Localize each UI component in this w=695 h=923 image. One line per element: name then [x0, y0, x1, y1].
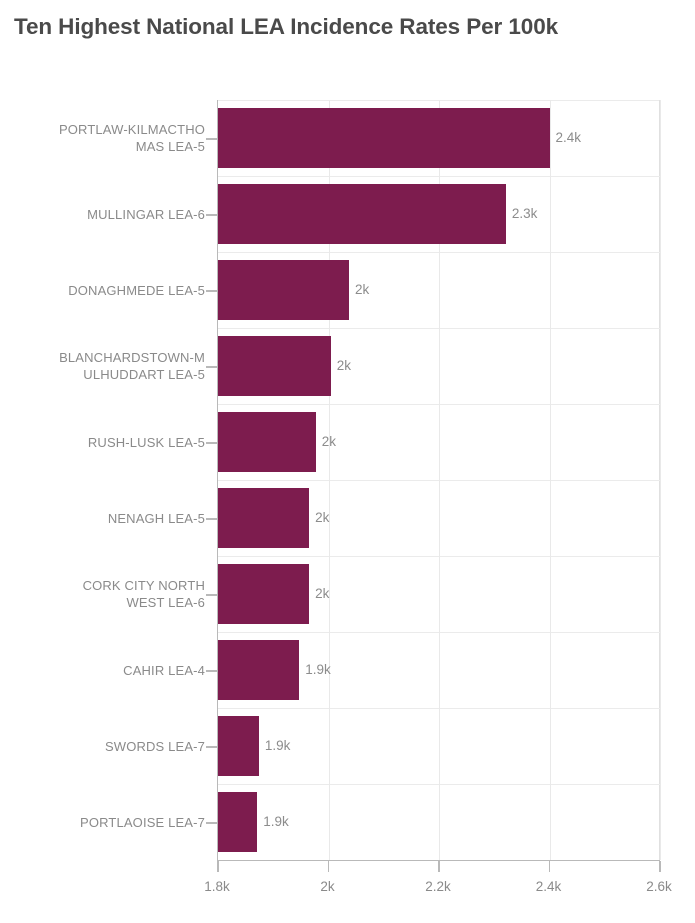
- x-axis-tick-label: 2k: [320, 879, 335, 894]
- x-axis-tick-mark: [548, 861, 550, 872]
- gridline-vertical: [439, 100, 440, 860]
- bar[interactable]: [218, 260, 349, 320]
- bar[interactable]: [218, 488, 310, 548]
- category-label: CORK CITY NORTH WEST LEA-6: [5, 577, 205, 611]
- bar[interactable]: [218, 640, 300, 700]
- category-label: DONAGHMEDE LEA-5: [5, 282, 205, 299]
- bar[interactable]: [218, 564, 310, 624]
- x-axis-tick-mark: [217, 861, 219, 872]
- y-axis-labels: PORTLAW-KILMACTHO MAS LEA-5 MULLINGAR LEA-…: [0, 100, 205, 860]
- category-label: BLANCHARDSTOWN-M ULHUDDART LEA-5: [5, 349, 205, 383]
- category-label: SWORDS LEA-7: [5, 738, 205, 755]
- y-axis-tick-mark: [206, 594, 217, 596]
- category-label-line: MULLINGAR LEA-6: [87, 206, 205, 222]
- bar-value-label: 2k: [354, 282, 370, 297]
- bar[interactable]: [218, 792, 258, 852]
- y-axis-tick-mark: [206, 138, 217, 140]
- y-axis-tick-mark: [206, 746, 217, 748]
- category-label-line: CORK CITY NORTH: [82, 578, 205, 593]
- category-label-line: PORTLAOISE LEA-7: [80, 814, 205, 830]
- x-axis-tick-label: 2.2k: [425, 879, 451, 894]
- y-axis-tick-mark: [206, 822, 217, 824]
- plot-area: 2.4k 2.3k 2k 2k 2k 2k 2k 1.9k 1.9k 1.9k: [217, 100, 661, 861]
- category-label-line: SWORDS LEA-7: [104, 738, 205, 754]
- category-label-line: PORTLAW-KILMACTHO: [58, 122, 205, 137]
- x-axis-tick-mark: [438, 861, 440, 872]
- gridline-vertical: [328, 100, 330, 860]
- x-axis-tick-label: 2.4k: [535, 879, 562, 894]
- category-label-line: BLANCHARDSTOWN-M: [59, 350, 205, 365]
- y-axis-ticks: [0, 100, 220, 860]
- category-label-line: DONAGHMEDE LEA-5: [68, 282, 205, 298]
- chart-title: Ten Highest National LEA Incidence Rates…: [14, 14, 559, 39]
- bar-value-label: 1.9k: [264, 738, 291, 753]
- category-label: NENAGH LEA-5: [5, 510, 205, 527]
- bar-value-label: 2k: [315, 586, 330, 601]
- bar[interactable]: [218, 716, 259, 776]
- y-axis-tick-mark: [206, 670, 217, 672]
- category-label: CAHIR LEA-4: [5, 662, 205, 679]
- bar[interactable]: [218, 336, 331, 396]
- y-axis-tick-mark: [206, 518, 217, 520]
- y-axis-tick-mark: [206, 290, 217, 292]
- y-axis-tick-mark: [206, 442, 217, 444]
- category-label-line: WEST LEA-6: [126, 595, 205, 610]
- bar-value-label: 2.4k: [555, 130, 582, 145]
- bar-value-label: 2k: [336, 358, 351, 373]
- gridline-vertical: [660, 100, 661, 860]
- bar-value-label: 2k: [321, 434, 337, 449]
- y-axis-tick-mark: [206, 366, 217, 368]
- category-label: MULLINGAR LEA-6: [5, 206, 205, 223]
- bar-value-label: 1.9k: [263, 814, 289, 829]
- category-label-line: RUSH-LUSK LEA-5: [87, 434, 205, 450]
- category-label-line: CAHIR LEA-4: [123, 662, 205, 678]
- category-label-line: MAS LEA-5: [135, 139, 205, 154]
- category-label: RUSH-LUSK LEA-5: [5, 434, 205, 451]
- category-label-line: ULHUDDART LEA-5: [83, 367, 205, 382]
- category-label: PORTLAOISE LEA-7: [5, 814, 205, 831]
- y-axis-tick-mark: [206, 214, 217, 216]
- x-axis-tick-mark: [327, 861, 329, 872]
- x-axis-tick-label: 2.6k: [646, 879, 672, 894]
- category-label: PORTLAW-KILMACTHO MAS LEA-5: [5, 121, 205, 155]
- bar[interactable]: [218, 184, 506, 244]
- category-label-line: NENAGH LEA-5: [107, 510, 205, 526]
- bar-value-label: 2.3k: [511, 206, 538, 221]
- x-axis-tick-label: 1.8k: [204, 879, 230, 894]
- x-axis-tick-mark: [659, 861, 661, 872]
- bar-value-label: 2k: [315, 510, 330, 525]
- bar[interactable]: [218, 412, 316, 472]
- bar-value-label: 1.9k: [305, 662, 331, 677]
- bar[interactable]: [218, 108, 550, 168]
- gridline-vertical: [549, 100, 551, 860]
